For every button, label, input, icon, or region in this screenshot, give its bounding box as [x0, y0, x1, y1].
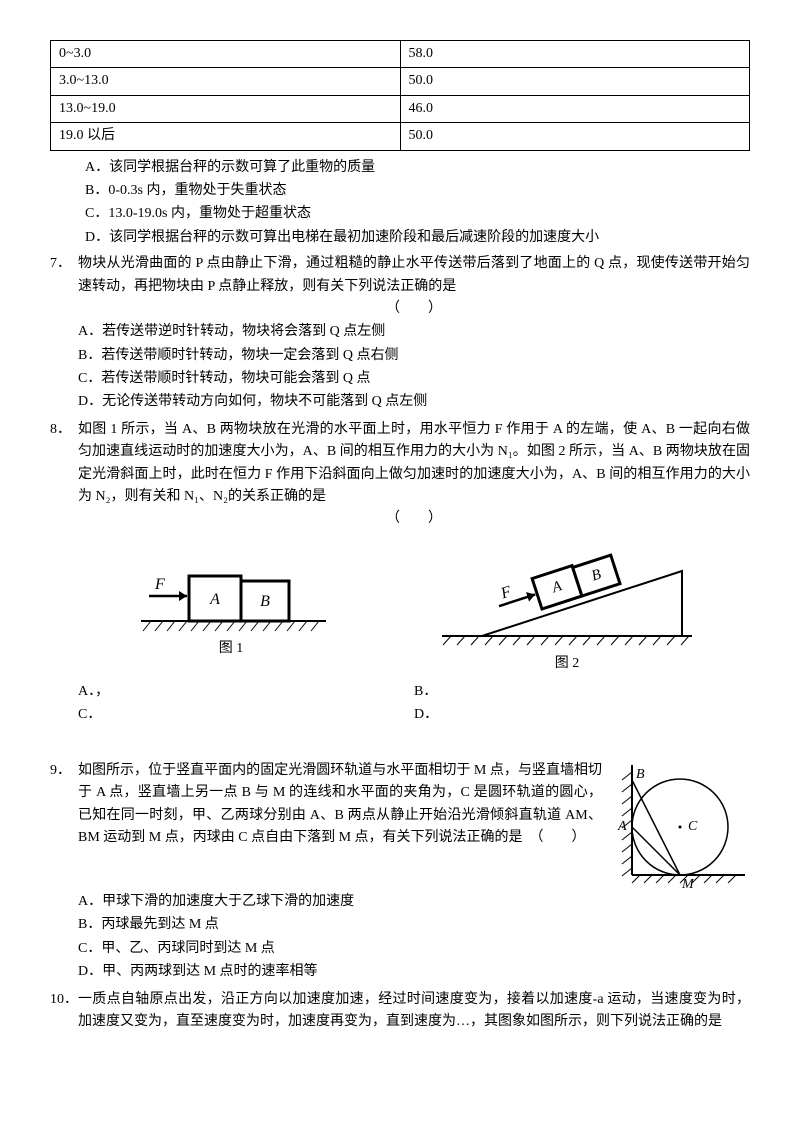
question-9: 9． 如图所示，位于竖直平面内的固定光滑圆环轨道与水平面相切于 M 点，与竖直墙… [50, 760, 750, 985]
label-b: B [260, 593, 270, 610]
option-d: D．无论传送带转动方向如何，物块不可能落到 Q 点左侧 [78, 391, 750, 413]
data-table: 0~3.0 58.0 3.0~13.0 50.0 13.0~19.0 46.0 … [50, 40, 750, 151]
q6-options: A．该同学根据台秤的示数可算了此重物的质量 B．0-0.3s 内，重物处于失重状… [50, 157, 750, 250]
label-m: M [681, 877, 695, 890]
figure-9: C A B M [610, 760, 750, 890]
figure-row: A B F 图 1 [78, 541, 750, 675]
option-row-2: C． D． [78, 704, 750, 726]
option-d: D．该同学根据台秤的示数可算出电梯在最初加速阶段和最后减速阶段的加速度大小 [85, 227, 750, 249]
option-d: D．甲、丙两球到达 M 点时的速率相等 [78, 961, 750, 983]
option-a: A．， [78, 681, 414, 703]
option-c: C． [78, 704, 414, 726]
label-a: A [617, 819, 627, 834]
label-b: B [636, 767, 645, 782]
option-b: B．0-0.3s 内，重物处于失重状态 [85, 180, 750, 202]
question-number: 9． [50, 760, 78, 782]
table-row: 13.0~19.0 46.0 [51, 95, 750, 122]
question-10: 10． 一质点自轴原点出发，沿正方向以加速度加速，经过时间速度变为，接着以加速度… [50, 989, 750, 1034]
label-a: A [209, 591, 220, 608]
label-f: F [154, 576, 165, 593]
option-a: A．该同学根据台秤的示数可算了此重物的质量 [85, 157, 750, 179]
cell: 50.0 [400, 68, 750, 95]
label-f: F [498, 583, 514, 603]
option-b: B．丙球最先到达 M 点 [78, 914, 750, 936]
question-text: 一质点自轴原点出发，沿正方向以加速度加速，经过时间速度变为，接着以加速度-a 运… [78, 989, 750, 1034]
option-d: D． [414, 704, 750, 726]
option-b: B．若传送带顺时针转动，物块一定会落到 Q 点右侧 [78, 345, 750, 367]
question-number: 8． [50, 419, 78, 441]
cell: 3.0~13.0 [51, 68, 401, 95]
question-number: 7． [50, 253, 78, 275]
cell: 58.0 [400, 41, 750, 68]
table-row: 3.0~13.0 50.0 [51, 68, 750, 95]
cell: 19.0 以后 [51, 123, 401, 150]
cell: 46.0 [400, 95, 750, 122]
answer-blank: （ ） [78, 508, 750, 530]
option-c: C．甲、乙、丙球同时到达 M 点 [78, 938, 750, 960]
cell: 0~3.0 [51, 41, 401, 68]
option-c: C．13.0-19.0s 内，重物处于超重状态 [85, 203, 750, 225]
cell: 50.0 [400, 123, 750, 150]
question-text: 如图所示，位于竖直平面内的固定光滑圆环轨道与水平面相切于 M 点，与竖直墙相切于… [78, 760, 602, 850]
figure-caption: 图 2 [437, 653, 697, 675]
figure-caption: 图 1 [131, 638, 331, 660]
option-row-1: A．， B． [78, 681, 750, 703]
label-c: C [688, 819, 698, 834]
option-a: A．甲球下滑的加速度大于乙球下滑的加速度 [78, 891, 750, 913]
option-a: A．若传送带逆时针转动，物块将会落到 Q 点左侧 [78, 321, 750, 343]
table-row: 19.0 以后 50.0 [51, 123, 750, 150]
spacer [50, 726, 750, 756]
answer-blank: （ ） [78, 298, 750, 320]
question-8: 8． 如图 1 所示，当 A、B 两物块放在光滑的水平面上时，用水平恒力 F 作… [50, 419, 750, 726]
figure-2: A B F 图 2 [437, 541, 697, 675]
option-c: C．若传送带顺时针转动，物块可能会落到 Q 点 [78, 368, 750, 390]
question-7: 7． 物块从光滑曲面的 P 点由静止下滑，通过粗糙的静止水平传送带后落到了地面上… [50, 253, 750, 415]
question-text: 如图 1 所示，当 A、B 两物块放在光滑的水平面上时，用水平恒力 F 作用于 … [78, 419, 750, 509]
table-row: 0~3.0 58.0 [51, 41, 750, 68]
option-b: B． [414, 681, 750, 703]
question-text: 物块从光滑曲面的 P 点由静止下滑，通过粗糙的静止水平传送带后落到了地面上的 Q… [78, 253, 750, 298]
cell: 13.0~19.0 [51, 95, 401, 122]
figure-1: A B F 图 1 [131, 541, 331, 675]
question-number: 10． [50, 989, 78, 1011]
